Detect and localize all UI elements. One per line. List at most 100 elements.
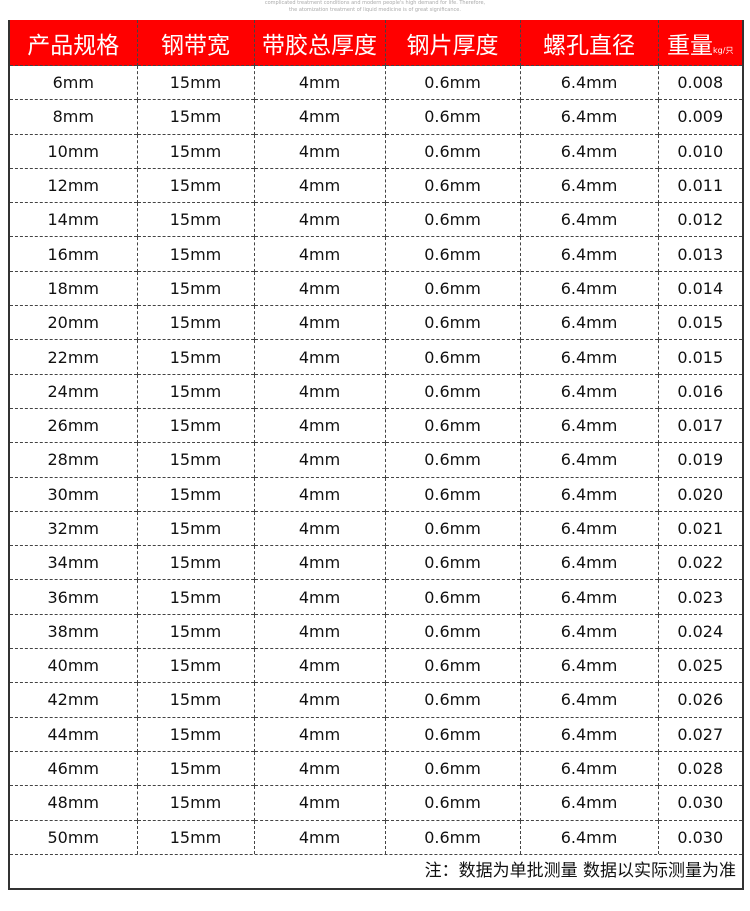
spec-table-container: 产品规格 钢带宽 带胶总厚度 钢片厚度 螺孔直径 重量kg/只 6mm 15mm 4… [8, 20, 744, 890]
table-row: 24mm 15mm 4mm 0.6mm 6.4mm 0.016 [10, 373, 742, 409]
cell-weight: 0.015 [657, 339, 742, 375]
cell-steel-thickness: 0.6mm [384, 716, 520, 752]
cell-total-thickness: 4mm [253, 476, 385, 512]
cell-strip-width: 15mm [136, 785, 254, 821]
cell-spec: 16mm [10, 236, 137, 272]
table-row: 20mm 15mm 4mm 0.6mm 6.4mm 0.015 [10, 305, 742, 340]
cell-hole-diameter: 6.4mm [519, 202, 658, 237]
cell-weight: 0.011 [657, 167, 742, 203]
cell-weight: 0.010 [657, 133, 742, 169]
cell-hole-diameter: 6.4mm [519, 133, 658, 169]
cell-weight: 0.014 [657, 270, 742, 306]
cell-hole-diameter: 6.4mm [519, 64, 658, 100]
cell-hole-diameter: 6.4mm [519, 305, 658, 340]
cell-steel-thickness: 0.6mm [384, 442, 520, 478]
cell-hole-diameter: 6.4mm [519, 716, 658, 752]
cell-total-thickness: 4mm [253, 716, 385, 752]
cell-hole-diameter: 6.4mm [519, 819, 658, 854]
cell-strip-width: 15mm [136, 167, 254, 203]
cell-total-thickness: 4mm [253, 613, 385, 649]
cell-spec: 12mm [10, 167, 137, 203]
cell-spec: 26mm [10, 407, 137, 443]
cell-strip-width: 15mm [136, 202, 254, 237]
cell-hole-diameter: 6.4mm [519, 442, 658, 478]
cell-steel-thickness: 0.6mm [384, 99, 520, 135]
cell-strip-width: 15mm [136, 305, 254, 340]
cell-steel-thickness: 0.6mm [384, 510, 520, 546]
cell-strip-width: 15mm [136, 613, 254, 649]
cell-total-thickness: 4mm [253, 373, 385, 409]
header-weight-unit: kg/只 [713, 45, 734, 55]
cell-spec: 22mm [10, 339, 137, 375]
cell-weight: 0.020 [657, 476, 742, 512]
cell-spec: 30mm [10, 476, 137, 512]
header-weight-label: 重量 [667, 32, 714, 59]
cell-hole-diameter: 6.4mm [519, 339, 658, 375]
header-weight: 重量kg/只 [657, 20, 742, 66]
cell-weight: 0.017 [657, 407, 742, 443]
cell-strip-width: 15mm [136, 99, 254, 135]
cell-strip-width: 15mm [136, 716, 254, 752]
cell-strip-width: 15mm [136, 339, 254, 375]
cell-weight: 0.028 [657, 750, 742, 786]
header-row: 产品规格 钢带宽 带胶总厚度 钢片厚度 螺孔直径 重量kg/只 [10, 20, 742, 66]
table-row: 44mm 15mm 4mm 0.6mm 6.4mm 0.027 [10, 716, 742, 752]
cell-spec: 6mm [10, 64, 137, 100]
table-row: 34mm 15mm 4mm 0.6mm 6.4mm 0.022 [10, 545, 742, 580]
cell-spec: 24mm [10, 373, 137, 409]
footnote: 注：数据为单批测量 数据以实际测量为准 [10, 853, 742, 888]
cell-weight: 0.021 [657, 510, 742, 546]
cell-spec: 48mm [10, 785, 137, 821]
faint-line: the atomization treatment of liquid medi… [289, 7, 461, 13]
cell-total-thickness: 4mm [253, 442, 385, 478]
cell-hole-diameter: 6.4mm [519, 785, 658, 821]
cell-total-thickness: 4mm [253, 64, 385, 100]
cell-total-thickness: 4mm [253, 305, 385, 340]
table-row: 36mm 15mm 4mm 0.6mm 6.4mm 0.023 [10, 579, 742, 615]
cell-strip-width: 15mm [136, 373, 254, 409]
cell-weight: 0.026 [657, 682, 742, 718]
cell-total-thickness: 4mm [253, 407, 385, 443]
cell-strip-width: 15mm [136, 648, 254, 683]
spec-table: 产品规格 钢带宽 带胶总厚度 钢片厚度 螺孔直径 重量kg/只 6mm 15mm 4… [10, 20, 742, 854]
cell-total-thickness: 4mm [253, 99, 385, 135]
header-hole-diameter: 螺孔直径 [519, 20, 658, 66]
cell-strip-width: 15mm [136, 682, 254, 718]
table-row: 32mm 15mm 4mm 0.6mm 6.4mm 0.021 [10, 510, 742, 546]
cell-total-thickness: 4mm [253, 682, 385, 718]
cell-weight: 0.019 [657, 442, 742, 478]
cell-hole-diameter: 6.4mm [519, 648, 658, 683]
cell-total-thickness: 4mm [253, 750, 385, 786]
cell-weight: 0.030 [657, 819, 742, 854]
table-row: 46mm 15mm 4mm 0.6mm 6.4mm 0.028 [10, 750, 742, 786]
cell-steel-thickness: 0.6mm [384, 236, 520, 272]
cell-total-thickness: 4mm [253, 167, 385, 203]
cell-weight: 0.013 [657, 236, 742, 272]
cell-strip-width: 15mm [136, 270, 254, 306]
cell-hole-diameter: 6.4mm [519, 613, 658, 649]
cell-weight: 0.024 [657, 613, 742, 649]
faint-line: complicated treatment conditions and mod… [264, 0, 486, 6]
cell-weight: 0.030 [657, 785, 742, 821]
cell-hole-diameter: 6.4mm [519, 167, 658, 203]
header-steel-thickness: 钢片厚度 [384, 20, 520, 66]
cell-hole-diameter: 6.4mm [519, 99, 658, 135]
cell-total-thickness: 4mm [253, 819, 385, 854]
cell-weight: 0.012 [657, 202, 742, 237]
cell-spec: 42mm [10, 682, 137, 718]
cell-strip-width: 15mm [136, 476, 254, 512]
table-row: 18mm 15mm 4mm 0.6mm 6.4mm 0.014 [10, 270, 742, 306]
cell-spec: 8mm [10, 99, 137, 135]
table-row: 40mm 15mm 4mm 0.6mm 6.4mm 0.025 [10, 648, 742, 683]
cell-total-thickness: 4mm [253, 545, 385, 580]
cell-total-thickness: 4mm [253, 579, 385, 615]
header-spec: 产品规格 [10, 20, 137, 66]
table-row: 8mm 15mm 4mm 0.6mm 6.4mm 0.009 [10, 99, 742, 135]
cell-hole-diameter: 6.4mm [519, 750, 658, 786]
cell-hole-diameter: 6.4mm [519, 407, 658, 443]
table-row: 12mm 15mm 4mm 0.6mm 6.4mm 0.011 [10, 167, 742, 203]
cell-strip-width: 15mm [136, 510, 254, 546]
cell-spec: 10mm [10, 133, 137, 169]
cell-weight: 0.009 [657, 99, 742, 135]
cell-total-thickness: 4mm [253, 510, 385, 546]
